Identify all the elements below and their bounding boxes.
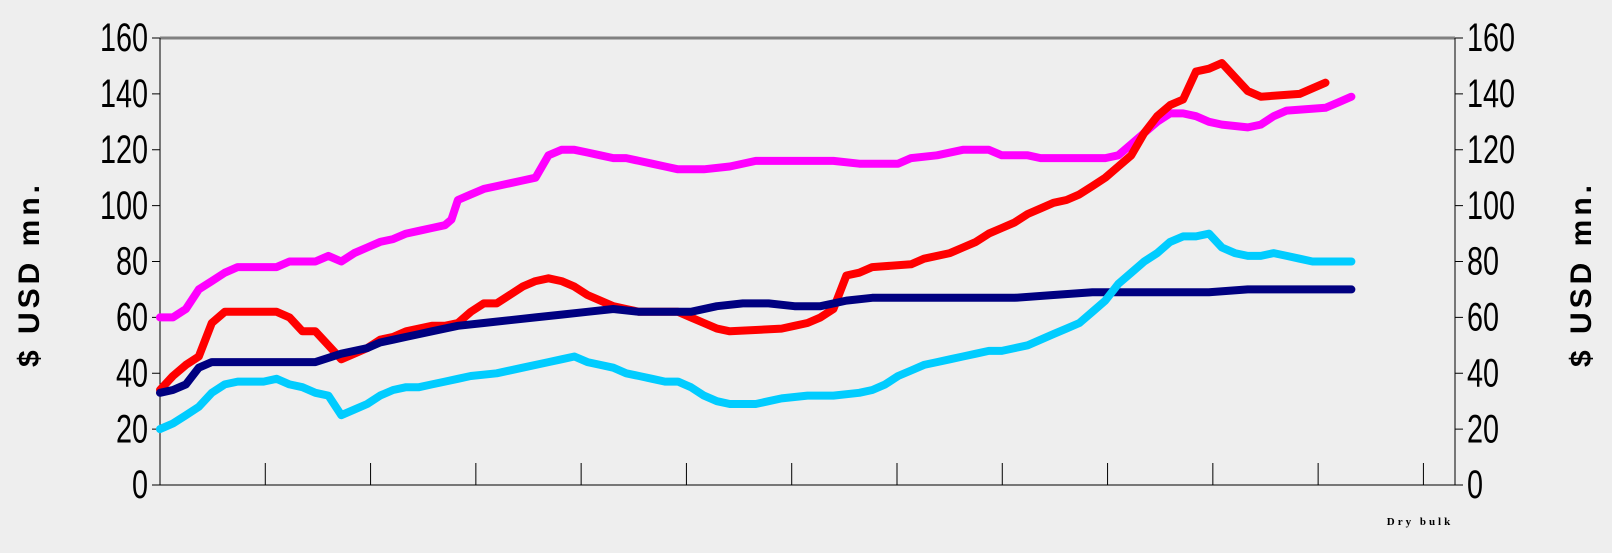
y-tick-label-right: 40 xyxy=(1467,351,1499,396)
y-tick-label-right: 20 xyxy=(1467,407,1499,452)
series-line-4 xyxy=(156,229,1356,434)
y-axis-label-left-text: $ USD mn. xyxy=(13,180,46,368)
y-axis-label-left: $ USD mn. xyxy=(0,0,60,548)
y-tick-label-right: 60 xyxy=(1467,295,1499,340)
series-group xyxy=(156,59,1356,434)
series-line-3 xyxy=(156,285,1356,397)
y-tick-label-left: 60 xyxy=(116,295,148,340)
y-tick-label-left: 140 xyxy=(100,71,148,116)
y-tick-label-left: 100 xyxy=(100,183,148,228)
y-tick-label-right: 140 xyxy=(1467,71,1515,116)
y-tick-label-left: 120 xyxy=(100,127,148,172)
x-annotation: Dry bulk xyxy=(1387,516,1454,528)
tick-labels: 0 0 20 20 40 40 60 60 80 80 100 100 120 120 140 140 160 1… xyxy=(100,16,1515,508)
axes xyxy=(152,36,1463,486)
y-tick-label-left: 160 xyxy=(100,16,148,61)
series-line-2 xyxy=(156,59,1330,394)
y-axis-label-right-text: $ USD mn. xyxy=(1565,180,1598,368)
y-tick-label-right: 0 xyxy=(1467,463,1483,508)
y-tick-label-right: 160 xyxy=(1467,16,1515,61)
series-line-1 xyxy=(156,92,1356,322)
y-tick-label-left: 40 xyxy=(116,351,148,396)
y-tick-label-right: 80 xyxy=(1467,239,1499,284)
y-tick-label-left: 0 xyxy=(132,463,148,508)
y-tick-label-right: 100 xyxy=(1467,183,1515,228)
y-tick-label-left: 20 xyxy=(116,407,148,452)
y-axis-label-right: $ USD mn. xyxy=(1552,0,1612,548)
y-tick-label-right: 120 xyxy=(1467,127,1515,172)
y-tick-label-left: 80 xyxy=(116,239,148,284)
